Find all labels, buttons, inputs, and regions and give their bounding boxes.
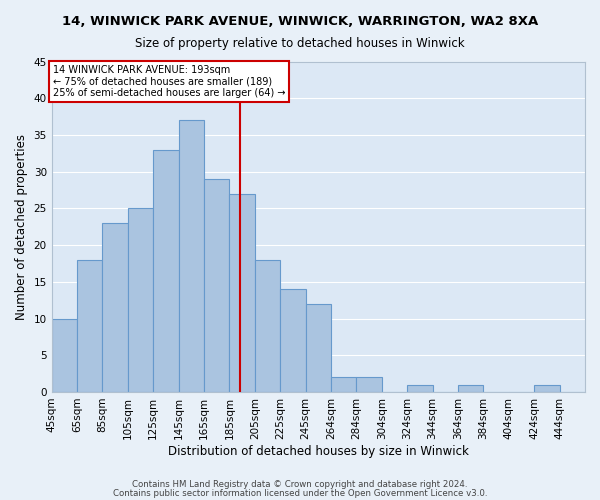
Bar [128,208,153,392]
Text: Contains public sector information licensed under the Open Government Licence v3: Contains public sector information licen… [113,488,487,498]
Bar [103,223,128,392]
Y-axis label: Number of detached properties: Number of detached properties [15,134,28,320]
Text: Size of property relative to detached houses in Winwick: Size of property relative to detached ho… [135,38,465,51]
Bar [534,384,560,392]
Text: Contains HM Land Registry data © Crown copyright and database right 2024.: Contains HM Land Registry data © Crown c… [132,480,468,489]
Bar [179,120,204,392]
Text: 14 WINWICK PARK AVENUE: 193sqm
← 75% of detached houses are smaller (189)
25% of: 14 WINWICK PARK AVENUE: 193sqm ← 75% of … [53,65,286,98]
Bar [407,384,433,392]
Bar [305,304,331,392]
Bar [52,318,77,392]
Bar [204,179,229,392]
Bar [331,378,356,392]
Text: 14, WINWICK PARK AVENUE, WINWICK, WARRINGTON, WA2 8XA: 14, WINWICK PARK AVENUE, WINWICK, WARRIN… [62,15,538,28]
Bar [229,194,255,392]
X-axis label: Distribution of detached houses by size in Winwick: Distribution of detached houses by size … [168,444,469,458]
Bar [77,260,103,392]
Bar [280,289,305,392]
Bar [153,150,179,392]
Bar [458,384,484,392]
Bar [356,378,382,392]
Bar [255,260,280,392]
